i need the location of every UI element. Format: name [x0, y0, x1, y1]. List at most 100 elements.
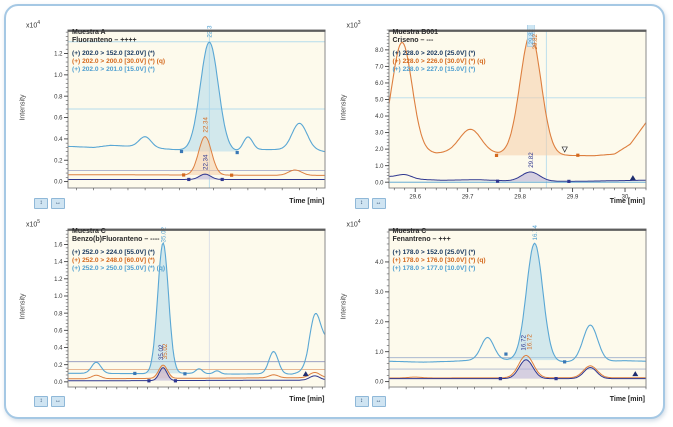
svg-text:1.2: 1.2	[54, 52, 63, 58]
svg-text:2.0: 2.0	[375, 147, 384, 153]
svg-text:0.0: 0.0	[375, 379, 384, 385]
svg-text:29.7: 29.7	[461, 195, 473, 201]
autoscale-x-button[interactable]: ↔	[51, 197, 65, 209]
svg-text:0.4: 0.4	[54, 137, 63, 143]
transition-3-label: (+) 202.0 > 201.0 [15.0V] (*)	[72, 66, 155, 73]
svg-text:22.34: 22.34	[202, 117, 209, 133]
svg-text:30: 30	[621, 195, 628, 201]
svg-text:29.9: 29.9	[566, 195, 578, 201]
y-axis-exponent: x105	[26, 218, 41, 228]
transition-3-label: (+) 252.0 > 250.0 [35.0V] (*) (q)	[72, 264, 166, 272]
svg-text:35.02: 35.02	[162, 343, 169, 359]
panel-criseno: x103 Intensity 29.82 29.82 29.82 0.0 1.0 2.0 3…	[340, 16, 653, 211]
svg-text:0.6: 0.6	[54, 328, 63, 334]
svg-text:0.8: 0.8	[54, 94, 63, 100]
x-axis-label: Time [min]	[609, 396, 645, 403]
transition-2-label: (+) 202.0 > 200.0 [30.0V] (*) (q)	[72, 58, 166, 65]
svg-text:5.0: 5.0	[375, 98, 384, 104]
compound-name: Fluoranteno – ++++	[72, 37, 137, 44]
svg-text:1.2: 1.2	[54, 276, 63, 282]
y-axis-exponent: x104	[26, 20, 41, 30]
svg-text:1.0: 1.0	[375, 164, 384, 170]
x-axis-label: Time [min]	[289, 396, 325, 403]
svg-text:0.8: 0.8	[54, 311, 63, 317]
y-axis-exponent: x104	[346, 218, 361, 228]
plot-toolbar: ↕ ↔	[34, 396, 65, 407]
svg-text:16.74: 16.74	[531, 224, 538, 240]
plot-legend: Muestra C Fenantreno – +++ (+) 178.0 > 1…	[393, 228, 486, 273]
svg-text:3.0: 3.0	[375, 131, 384, 137]
y-axis-exponent: x103	[346, 20, 361, 30]
chromatogram-window: x104 Intensity 22.3522.3422.340.00.20.40…	[4, 4, 665, 419]
autoscale-y-button[interactable]: ↕	[354, 197, 369, 209]
autoscale-y-button[interactable]: ↕	[354, 396, 369, 407]
chromatogram-plot[interactable]: 29.8229.8229.820.01.02.03.04.05.06.07.08…	[353, 25, 653, 205]
transition-2-label: (+) 228.0 > 226.0 [30.0V] (*) (q)	[392, 58, 486, 65]
plot-legend: Muestra C Benzo(b)Fluoranteno – ---- (+)…	[72, 228, 165, 273]
plot-toolbar: ↕ ↔	[354, 197, 386, 209]
autoscale-x-button[interactable]: ↔	[371, 197, 386, 209]
compound-name: Benzo(b)Fluoranteno – ----	[72, 235, 160, 243]
svg-text:3.0: 3.0	[375, 289, 384, 295]
transition-3-label: (+) 178.0 > 177.0 [10.0V] (*)	[392, 264, 476, 272]
svg-text:16.72: 16.72	[526, 333, 533, 349]
y-axis-label: Intensity	[340, 292, 348, 320]
transition-1-label: (+) 228.0 > 202.0 [25.0V] (*)	[392, 50, 476, 57]
compound-name: Criseno – ---	[392, 37, 434, 44]
svg-text:7.0: 7.0	[375, 64, 384, 70]
svg-text:0.2: 0.2	[54, 158, 63, 164]
panel-fenantreno: x104 Intensity 16.74 16.72 16.72 0.0 1.0 2.0 3…	[340, 215, 653, 410]
y-axis-label: Intensity	[340, 94, 348, 121]
svg-text:2.0: 2.0	[375, 319, 384, 325]
plot-toolbar: ↕ ↔	[354, 396, 386, 407]
autoscale-x-button[interactable]: ↔	[51, 396, 65, 407]
transition-1-label: (+) 178.0 > 152.0 [25.0V] (*)	[392, 248, 476, 256]
svg-text:1.0: 1.0	[54, 73, 63, 79]
autoscale-y-button[interactable]: ↕	[34, 396, 48, 407]
plot-toolbar: ↕ ↔	[34, 197, 65, 209]
svg-text:29.82: 29.82	[527, 152, 534, 168]
svg-text:0.0: 0.0	[54, 180, 63, 186]
svg-text:1.6: 1.6	[54, 242, 63, 248]
svg-text:35.02: 35.02	[160, 226, 167, 242]
svg-text:8.0: 8.0	[375, 48, 384, 54]
svg-text:29.82: 29.82	[532, 33, 539, 49]
svg-text:22.34: 22.34	[202, 154, 209, 170]
transition-3-label: (+) 228.0 > 227.0 [15.0V] (*)	[392, 66, 476, 73]
plot-legend: Muestra B001 Criseno – --- (+) 228.0 > 2…	[393, 29, 486, 74]
svg-text:0.0: 0.0	[375, 180, 384, 186]
x-axis-label: Time [min]	[289, 197, 325, 205]
svg-text:0.6: 0.6	[54, 116, 63, 122]
svg-text:0.4: 0.4	[54, 345, 63, 351]
panel-benzo-b-fluoranteno: x105 Intensity 35.02 35.02 35.02 0.0 0.2 0.4 0…	[20, 215, 331, 410]
svg-text:29.6: 29.6	[409, 195, 421, 201]
sample-name: Muestra A	[72, 29, 106, 36]
y-axis-label: Intensity	[19, 94, 27, 121]
transition-1-label: (+) 252.0 > 224.0 [55.0V] (*)	[72, 248, 155, 256]
chromatogram-plot[interactable]: 35.0235.0235.020.00.20.40.60.81.01.21.41…	[32, 224, 332, 404]
svg-text:1.0: 1.0	[54, 294, 63, 300]
svg-text:0.0: 0.0	[54, 379, 63, 385]
svg-text:1.4: 1.4	[54, 259, 63, 265]
svg-text:0.2: 0.2	[54, 362, 63, 368]
svg-text:4.0: 4.0	[375, 260, 384, 266]
y-axis-label: Intensity	[19, 292, 27, 320]
svg-text:4.0: 4.0	[375, 114, 384, 120]
svg-text:35.02: 35.02	[158, 344, 165, 360]
x-axis-label: Time [min]	[609, 197, 645, 205]
transition-2-label: (+) 252.0 > 248.0 [60.0V] (*)	[72, 256, 155, 264]
svg-text:6.0: 6.0	[375, 81, 384, 87]
sample-name: Muestra C	[392, 227, 427, 235]
plot-legend: Muestra A Fluoranteno – ++++ (+) 202.0 >…	[72, 29, 165, 74]
sample-name: Muestra C	[72, 227, 106, 235]
svg-text:1.0: 1.0	[375, 349, 384, 355]
autoscale-y-button[interactable]: ↕	[34, 197, 48, 209]
svg-text:29.8: 29.8	[514, 195, 526, 201]
transition-2-label: (+) 178.0 > 176.0 [30.0V] (*) (q)	[392, 256, 486, 264]
transition-1-label: (+) 202.0 > 152.0 [32.0V] (*)	[72, 50, 155, 57]
panel-fluoranteno: x104 Intensity 22.3522.3422.340.00.20.40…	[20, 16, 331, 211]
autoscale-x-button[interactable]: ↔	[371, 396, 386, 407]
svg-text:16.72: 16.72	[520, 334, 527, 350]
